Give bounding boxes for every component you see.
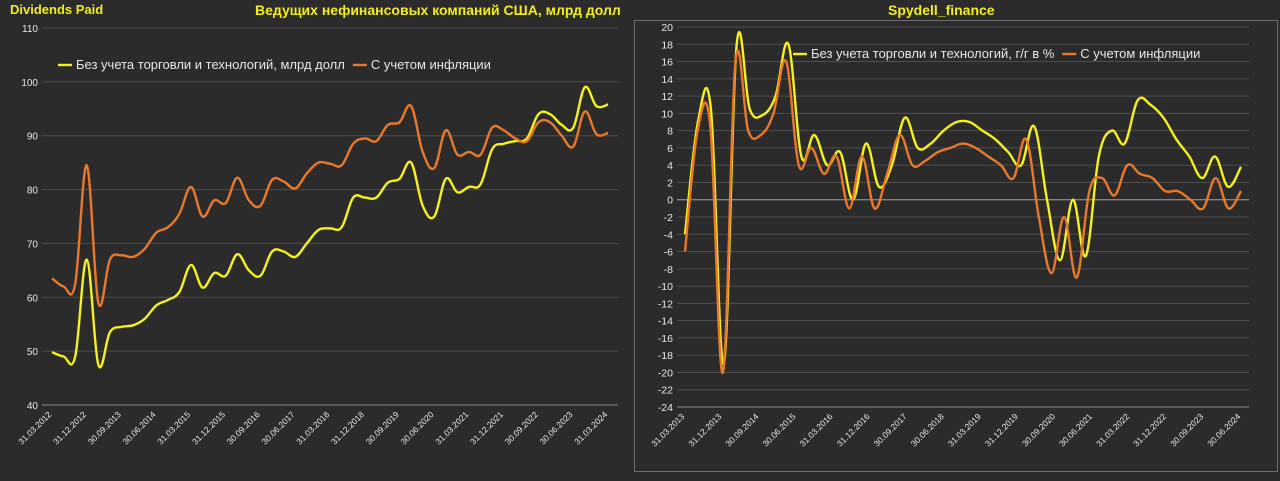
right-ytick-label: -12 xyxy=(658,298,673,310)
right-ytick-label: 14 xyxy=(661,74,673,86)
right-xtick-label: 30.09.2014 xyxy=(723,411,760,448)
left-xtick-label: 31.12.2018 xyxy=(329,409,366,446)
left-ytick-label: 90 xyxy=(27,132,39,143)
left-xtick-label: 30.09.2013 xyxy=(86,409,123,446)
left-xtick-label: 30.06.2020 xyxy=(399,409,436,446)
spydell-finance-label: Spydell_finance xyxy=(888,2,995,18)
left-ytick-label: 110 xyxy=(22,24,38,35)
left-xtick-label: 31.12.2012 xyxy=(51,409,88,446)
right-ytick-label: -14 xyxy=(658,316,673,328)
right-ytick-label: -20 xyxy=(658,367,673,379)
left-xtick-label: 31.03.2024 xyxy=(572,409,609,446)
right-ytick-label: 16 xyxy=(661,57,673,69)
left-ytick-label: 70 xyxy=(27,239,39,250)
right-ytick-label: 2 xyxy=(667,177,673,189)
right-ytick-label: 8 xyxy=(667,126,673,138)
right-xtick-label: 30.06.2024 xyxy=(1205,411,1242,448)
left-legend-entry-orange: С учетом инфляции xyxy=(371,57,491,72)
left-legend-entry-yellow: Без учета торговли и технологий, млрд до… xyxy=(76,57,345,72)
right-xtick-label: 30.06.2015 xyxy=(760,411,797,448)
left-ytick-label: 40 xyxy=(27,401,39,412)
left-xtick-label: 31.12.2015 xyxy=(190,409,227,446)
right-series-line-orange xyxy=(685,51,1241,373)
right-ytick-label: 4 xyxy=(667,160,673,172)
right-ytick-label: 12 xyxy=(661,91,673,103)
left-xtick-label: 31.03.2012 xyxy=(16,409,53,446)
left-ytick-label: 50 xyxy=(27,347,39,358)
left-xtick-label: 30.06.2023 xyxy=(538,409,575,446)
left-series-line-yellow xyxy=(52,87,608,368)
right-ytick-label: 0 xyxy=(667,195,673,207)
right-xtick-label: 31.12.2016 xyxy=(835,411,872,448)
right-series-line-yellow xyxy=(685,32,1241,364)
right-ytick-label: -22 xyxy=(658,385,673,397)
right-xtick-label: 30.09.2017 xyxy=(872,411,909,448)
right-ytick-label: -18 xyxy=(658,350,673,362)
right-xtick-label: 30.09.2023 xyxy=(1168,411,1205,448)
right-xtick-label: 30.06.2018 xyxy=(909,411,946,448)
left-xtick-label: 31.12.2021 xyxy=(468,409,505,446)
right-ytick-label: -10 xyxy=(658,281,673,293)
left-chart-svg: 40506070809010011031.03.201231.12.201230… xyxy=(0,0,632,476)
right-xtick-label: 31.12.2019 xyxy=(983,411,1020,448)
right-ytick-label: 6 xyxy=(667,143,673,155)
left-ytick-label: 80 xyxy=(27,186,39,197)
left-xtick-label: 31.03.2018 xyxy=(294,409,331,446)
right-xtick-label: 31.12.2013 xyxy=(686,411,723,448)
right-legend-entry-orange: С учетом инфляции xyxy=(1080,46,1200,61)
left-xtick-label: 31.03.2015 xyxy=(155,409,192,446)
left-xtick-label: 30.09.2019 xyxy=(364,409,401,446)
right-xtick-label: 31.03.2016 xyxy=(798,411,835,448)
left-xtick-label: 30.06.2014 xyxy=(121,409,158,446)
right-ytick-label: -6 xyxy=(664,247,673,259)
left-xtick-label: 31.03.2021 xyxy=(433,409,470,446)
right-ytick-label: -2 xyxy=(664,212,673,224)
right-xtick-label: 30.09.2020 xyxy=(1020,411,1057,448)
right-ytick-label: 18 xyxy=(661,39,673,51)
left-ytick-label: 100 xyxy=(21,78,38,89)
right-xtick-label: 31.03.2019 xyxy=(946,411,983,448)
right-ytick-label: -4 xyxy=(664,229,673,241)
right-ytick-label: 10 xyxy=(661,108,673,120)
right-legend-entry-yellow: Без учета торговли и технологий, г/г в % xyxy=(811,46,1055,61)
right-chart-svg: -24-22-20-18-16-14-12-10-8-6-4-202468101… xyxy=(635,21,1277,471)
left-xtick-label: 30.06.2017 xyxy=(260,409,297,446)
right-ytick-label: -16 xyxy=(658,333,673,345)
right-ytick-label: -8 xyxy=(664,264,673,276)
left-xtick-label: 30.09.2022 xyxy=(503,409,540,446)
right-xtick-label: 31.03.2022 xyxy=(1094,411,1131,448)
right-ytick-label: -24 xyxy=(658,402,673,414)
right-xtick-label: 30.06.2021 xyxy=(1057,411,1094,448)
left-xtick-label: 30.09.2016 xyxy=(225,409,262,446)
left-ytick-label: 60 xyxy=(27,293,39,304)
right-xtick-label: 31.12.2022 xyxy=(1131,411,1168,448)
right-ytick-label: 20 xyxy=(661,22,673,34)
right-xtick-label: 31.03.2013 xyxy=(649,411,686,448)
